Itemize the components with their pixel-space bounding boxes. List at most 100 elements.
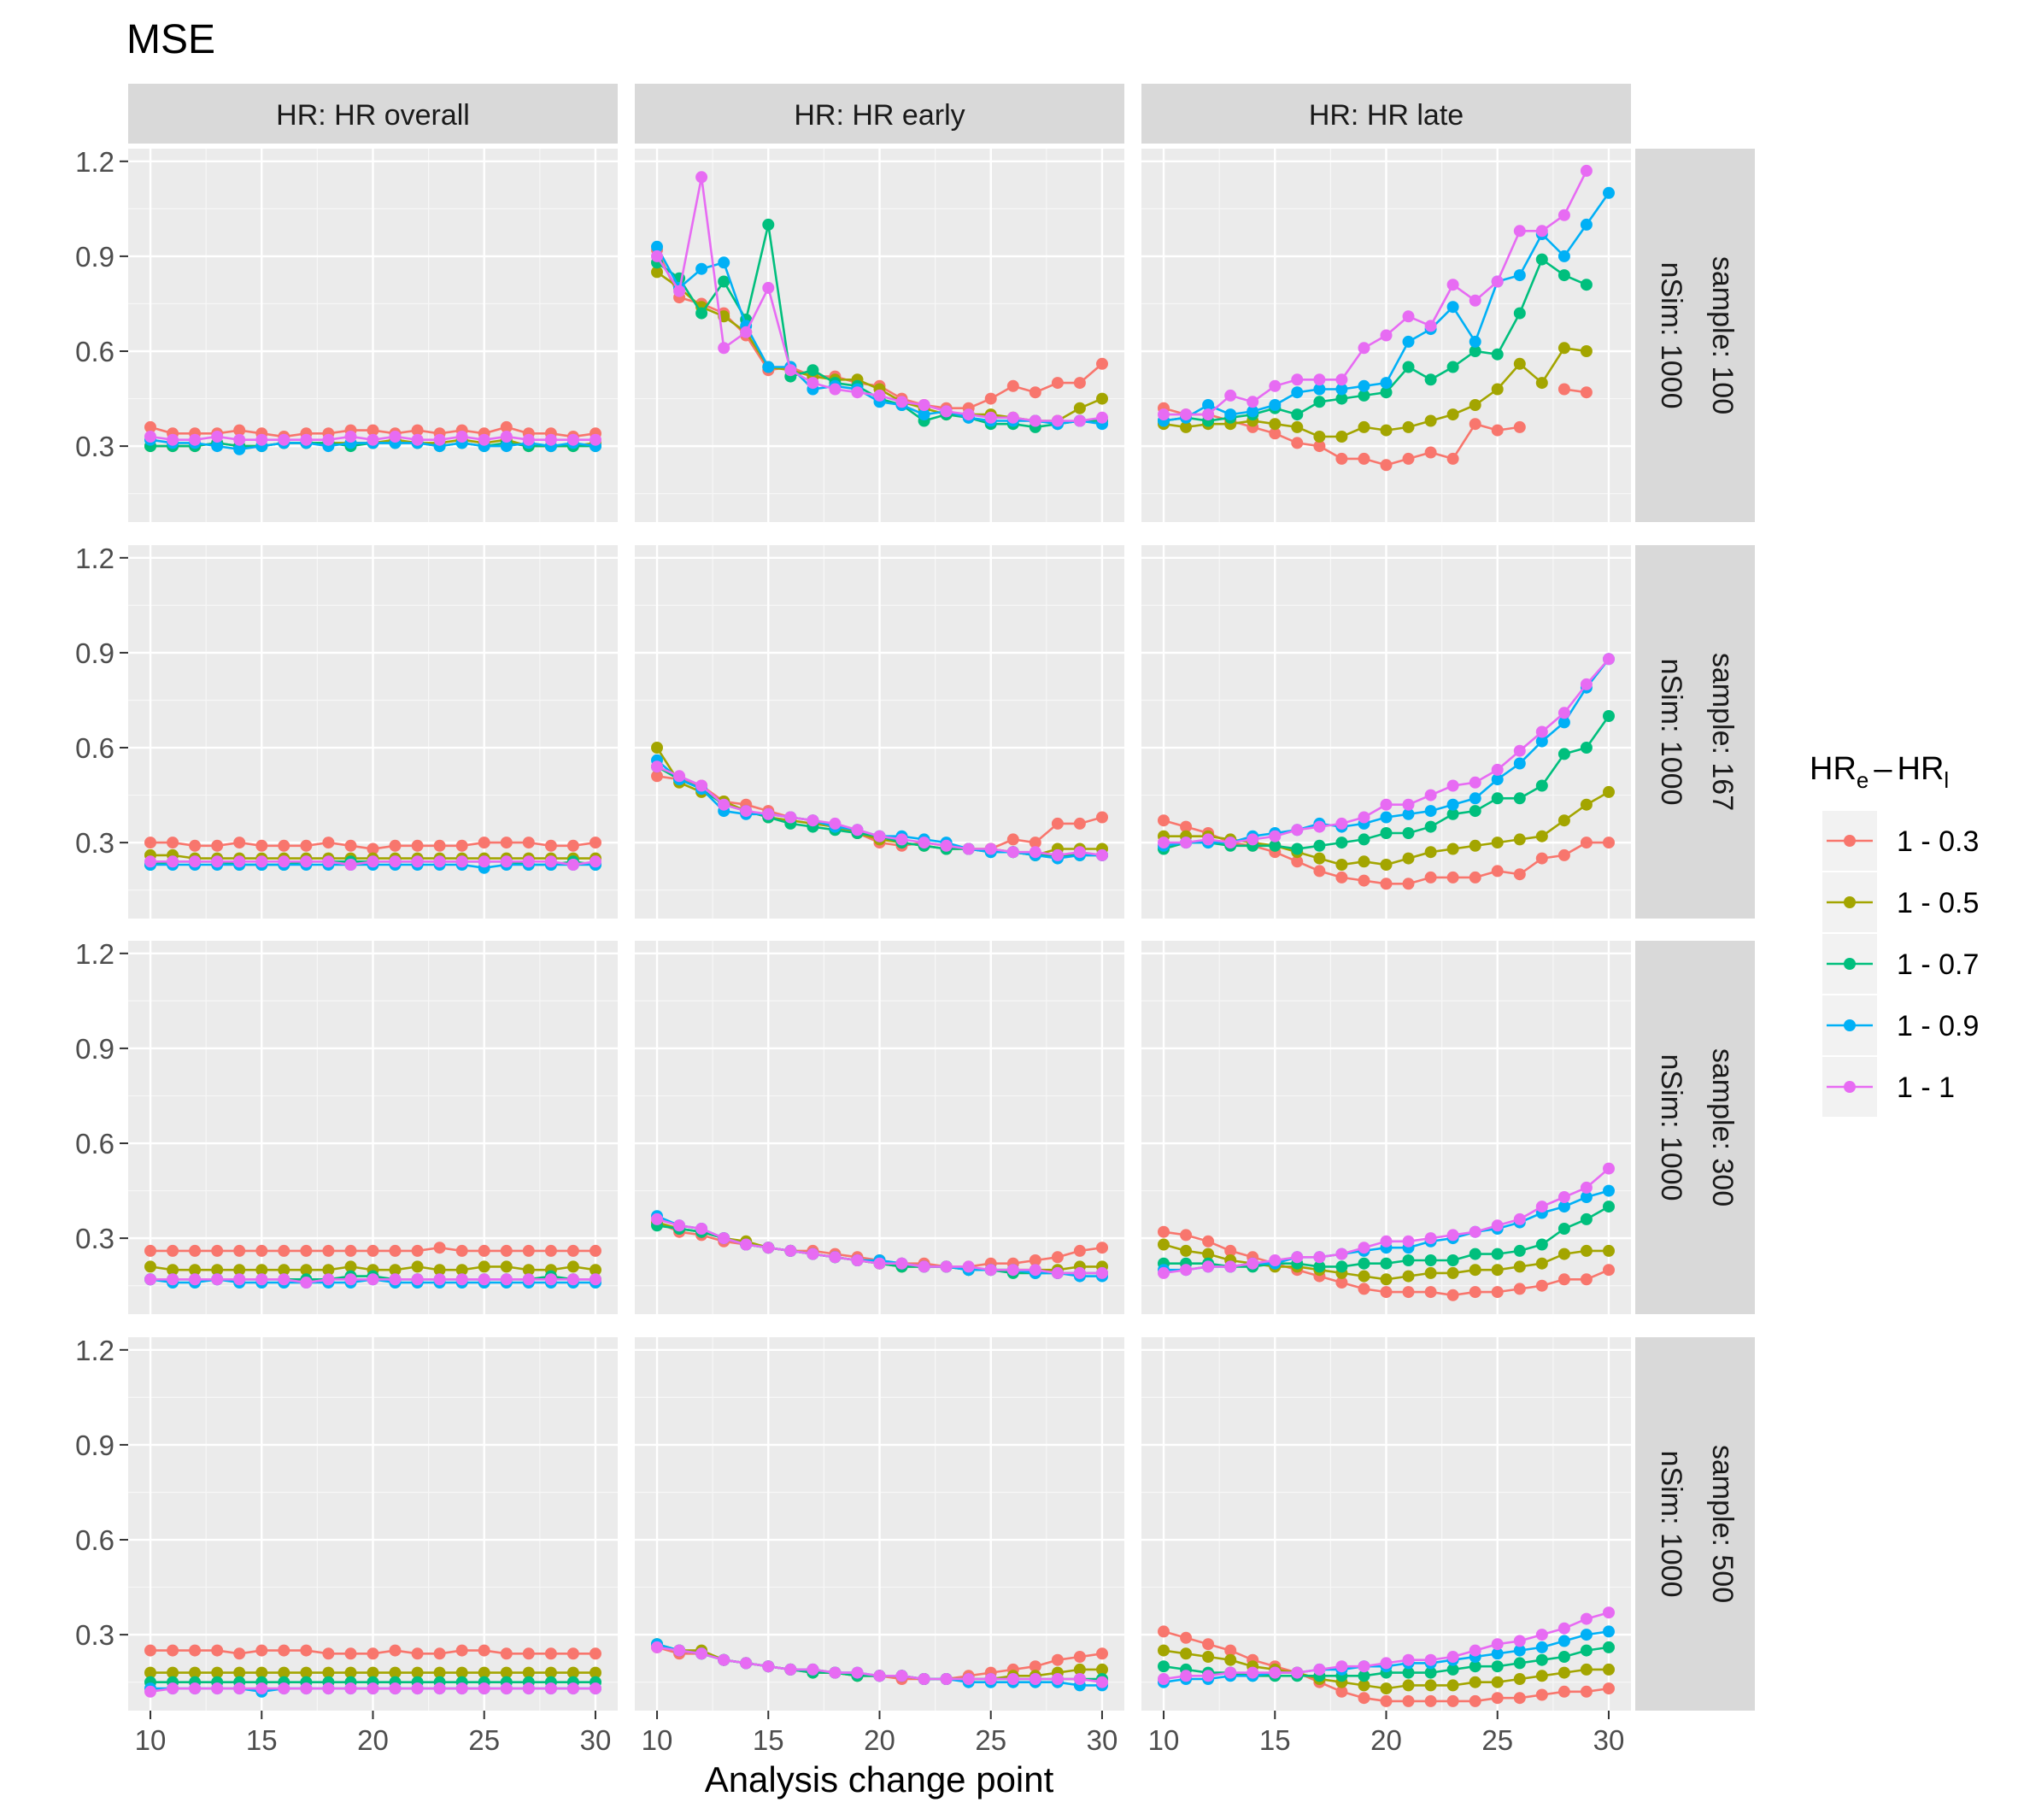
data-point (1557, 814, 1570, 827)
data-point (1051, 1653, 1064, 1666)
data-point (962, 1260, 975, 1273)
data-point (1291, 1251, 1304, 1264)
data-point (1402, 1286, 1415, 1299)
data-point (1096, 1266, 1108, 1279)
data-point (829, 383, 842, 396)
data-point (344, 431, 357, 443)
data-point (1006, 1264, 1019, 1277)
data-point (1402, 798, 1415, 811)
data-point (590, 837, 601, 849)
data-point (1202, 399, 1215, 411)
data-point (1424, 820, 1437, 833)
data-point (1335, 837, 1348, 849)
data-point (807, 814, 819, 827)
data-point (1469, 1676, 1481, 1688)
data-point (167, 1666, 179, 1679)
data-point (1513, 1692, 1526, 1705)
data-point (784, 364, 797, 377)
data-point (433, 433, 446, 446)
panel-r1-c1 (635, 545, 1124, 919)
data-point (1557, 1223, 1570, 1235)
data-point (1380, 1694, 1393, 1707)
data-point (1469, 294, 1481, 307)
data-point (807, 1248, 819, 1260)
data-point (807, 1663, 819, 1676)
data-point (255, 433, 268, 446)
data-point (322, 1244, 335, 1257)
data-point (1073, 414, 1086, 427)
panel-r2-c0 (128, 941, 618, 1314)
data-point (500, 431, 513, 443)
data-point (1224, 389, 1237, 402)
data-point (673, 285, 686, 297)
y-tick-label-0-3: 1.2 (75, 146, 114, 178)
data-point (1580, 1644, 1593, 1657)
legend-label-3: 1 - 0.9 (1897, 1010, 1979, 1042)
data-point (1380, 878, 1393, 890)
data-point (566, 1273, 579, 1286)
data-point (1051, 377, 1064, 390)
data-point (940, 1673, 953, 1685)
data-point (1096, 848, 1108, 861)
data-point (1603, 1184, 1615, 1197)
data-point (1580, 1181, 1593, 1194)
data-point (590, 1244, 601, 1257)
data-point (1424, 1679, 1437, 1692)
data-point (1180, 1670, 1193, 1682)
data-point (1006, 411, 1019, 424)
legend-label-1: 1 - 0.5 (1897, 887, 1979, 919)
data-point (1513, 757, 1526, 770)
data-point (1402, 807, 1415, 820)
legend-key-point-3 (1844, 1019, 1856, 1031)
data-point (1096, 357, 1108, 370)
data-point (278, 1644, 290, 1657)
data-point (189, 1682, 202, 1695)
data-point (455, 855, 468, 868)
y-tick-label-1-0: 0.3 (75, 827, 114, 859)
data-point (1291, 437, 1304, 449)
data-point (433, 1647, 446, 1660)
data-point (389, 839, 402, 852)
data-point (1291, 373, 1304, 386)
data-point (873, 1257, 886, 1270)
data-point (1446, 408, 1459, 421)
data-point (1446, 452, 1459, 465)
data-point (322, 433, 335, 446)
y-tick-label-2-2: 0.9 (75, 1033, 114, 1065)
data-point (500, 1682, 513, 1695)
data-point (1380, 859, 1393, 871)
data-point (590, 1647, 601, 1660)
data-point (367, 1647, 379, 1660)
y-tick-label-0-2: 0.9 (75, 241, 114, 273)
y-tick-label-2-3: 1.2 (75, 938, 114, 970)
data-point (651, 742, 663, 754)
data-point (255, 1644, 268, 1657)
data-point (1380, 827, 1393, 839)
data-point (1335, 1685, 1348, 1698)
data-point (478, 837, 490, 849)
data-point (1380, 1286, 1393, 1299)
data-point (500, 855, 513, 868)
data-point (433, 855, 446, 868)
data-point (278, 1666, 290, 1679)
data-point (1029, 837, 1041, 849)
data-point (718, 275, 730, 288)
data-point (740, 326, 753, 338)
data-point (1358, 855, 1370, 868)
data-point (1446, 1679, 1459, 1692)
data-point (411, 1244, 424, 1257)
col-strip-0 (128, 84, 618, 144)
data-point (1580, 798, 1593, 811)
data-point (167, 1244, 179, 1257)
data-point (455, 839, 468, 852)
data-point (1006, 1673, 1019, 1685)
data-point (411, 1273, 424, 1286)
data-point (1051, 817, 1064, 830)
data-point (167, 1682, 179, 1695)
data-point (1269, 399, 1282, 411)
data-point (1073, 1651, 1086, 1663)
data-point (1402, 1694, 1415, 1707)
data-point (1491, 1660, 1504, 1673)
data-point (367, 855, 379, 868)
legend-label-4: 1 - 1 (1897, 1071, 1955, 1104)
